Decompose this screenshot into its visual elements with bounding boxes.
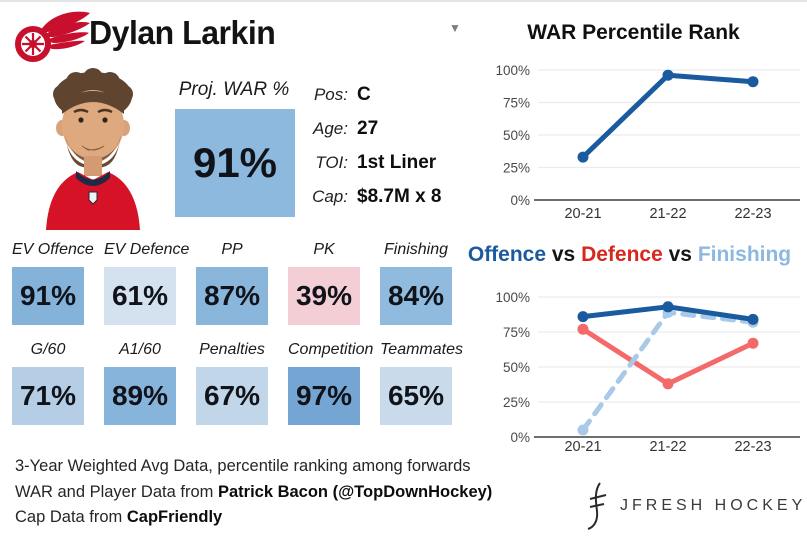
svg-text:0%: 0%	[510, 193, 530, 208]
team-logo-icon	[15, 11, 90, 62]
pos-label: Pos:	[313, 85, 348, 104]
toi-value: 1st Liner	[357, 152, 437, 173]
svg-text:50%: 50%	[503, 360, 530, 375]
age-label: Age:	[313, 119, 348, 138]
svg-text:20-21: 20-21	[564, 439, 601, 455]
footer-line-2-text: WAR and Player Data from	[15, 482, 218, 501]
top-divider	[0, 0, 807, 2]
chevron-down-icon[interactable]: ▼	[449, 21, 461, 35]
stat-cell-penalties: Penalties 67%	[196, 341, 268, 425]
stat-value: 97%	[288, 367, 360, 425]
svg-text:75%: 75%	[503, 325, 530, 340]
stat-label: PP	[221, 241, 243, 258]
svg-text:21-22: 21-22	[649, 439, 686, 455]
chart-title-segment: Offence	[467, 243, 547, 266]
footer-line-2: WAR and Player Data from Patrick Bacon (…	[15, 480, 492, 506]
stat-value: 71%	[12, 367, 84, 425]
bio-info: Pos: C Age: 27 TOI: 1st Liner Cap: $8.7M…	[298, 84, 442, 220]
chart-title-segment: vs	[662, 243, 698, 266]
svg-text:21-22: 21-22	[649, 206, 686, 222]
stat-value: 67%	[196, 367, 268, 425]
stat-value: 61%	[104, 267, 176, 325]
player-name: Dylan Larkin	[89, 14, 276, 51]
svg-text:50%: 50%	[503, 128, 530, 143]
stats-row-2: G/60 71% A1/60 89% Penalties 67% Competi…	[12, 341, 463, 425]
brand-footer: JFRESH HOCKEY	[584, 481, 806, 531]
stat-label: EV Defence	[104, 241, 190, 258]
stat-cell-ev-defence: EV Defence 61%	[104, 241, 190, 325]
info-row-cap: Cap: $8.7M x 8	[298, 186, 442, 220]
cap-label: Cap:	[312, 187, 348, 206]
chart-title-segment: Defence	[581, 243, 663, 266]
stat-cell-a160: A1/60 89%	[104, 341, 176, 425]
stat-value: 39%	[288, 267, 360, 325]
stat-cell-g60: G/60 71%	[12, 341, 84, 425]
stat-label: Competition	[288, 341, 374, 358]
pos-value: C	[357, 84, 371, 105]
stat-value: 87%	[196, 267, 268, 325]
stat-value: 91%	[12, 267, 84, 325]
stat-cell-ev-offence: EV Offence 91%	[12, 241, 94, 325]
stat-label: Penalties	[199, 341, 265, 358]
age-value: 27	[357, 118, 379, 139]
brand-name: JFRESH HOCKEY	[620, 497, 807, 514]
comparison-chart-title: Offence vs Defence vs Finishing	[452, 243, 807, 267]
svg-text:20-21: 20-21	[564, 206, 601, 222]
stat-cell-pp: PP 87%	[196, 241, 268, 325]
offence-defence-finishing-chart: 0% 25% 50% 75% 100% 20-21 21-22 22-23	[495, 290, 800, 455]
cap-value: $8.7M x 8	[357, 186, 442, 207]
svg-text:25%: 25%	[503, 395, 530, 410]
jfresh-logo-icon	[587, 482, 607, 530]
stat-value: 84%	[380, 267, 452, 325]
svg-text:75%: 75%	[503, 96, 530, 111]
war-chart-title: WAR Percentile Rank	[527, 21, 740, 44]
stat-label: EV Offence	[12, 241, 94, 258]
svg-text:22-23: 22-23	[734, 206, 771, 222]
proj-war-label: Proj. WAR %	[178, 79, 290, 100]
footer-line-1: 3-Year Weighted Avg Data, percentile ran…	[15, 457, 471, 475]
stats-row-1: EV Offence 91% EV Defence 61% PP 87% PK …	[12, 241, 452, 325]
stat-label: PK	[313, 241, 335, 258]
svg-text:25%: 25%	[503, 161, 530, 176]
stat-cell-teammates: Teammates 65%	[380, 341, 463, 425]
stat-label: Finishing	[383, 241, 449, 258]
stat-value: 89%	[104, 367, 176, 425]
footer-line-3-text: Cap Data from	[15, 508, 127, 526]
toi-label: TOI:	[315, 153, 348, 172]
chart-title-segment: Finishing	[697, 243, 792, 266]
info-row-toi: TOI: 1st Liner	[298, 152, 442, 186]
stat-label: G/60	[30, 341, 66, 358]
footer-line-3-credit: CapFriendly	[126, 508, 223, 526]
war-percentile-chart: 0% 25% 50% 75% 100% 20-21 21-22 22-23	[495, 63, 800, 222]
svg-text:100%: 100%	[495, 63, 530, 78]
player-photo	[46, 68, 140, 230]
svg-text:22-23: 22-23	[734, 439, 771, 455]
stat-cell-competition: Competition 97%	[288, 341, 374, 425]
stat-cell-pk: PK 39%	[288, 241, 360, 325]
svg-text:0%: 0%	[510, 430, 530, 445]
stat-cell-finishing: Finishing 84%	[380, 241, 452, 325]
footer-line-3: Cap Data from CapFriendly	[15, 505, 492, 531]
info-row-age: Age: 27	[298, 118, 442, 152]
footer-notes: 3-Year Weighted Avg Data, percentile ran…	[15, 454, 492, 531]
stat-label: A1/60	[119, 341, 161, 358]
proj-war-value: 91%	[175, 109, 295, 217]
footer-line-2-credit: Patrick Bacon (@TopDownHockey)	[217, 482, 493, 501]
svg-text:100%: 100%	[495, 290, 530, 305]
chart-title-segment: vs	[546, 243, 582, 266]
info-row-pos: Pos: C	[298, 84, 442, 118]
stat-label: Teammates	[380, 341, 463, 358]
stat-value: 65%	[380, 367, 452, 425]
